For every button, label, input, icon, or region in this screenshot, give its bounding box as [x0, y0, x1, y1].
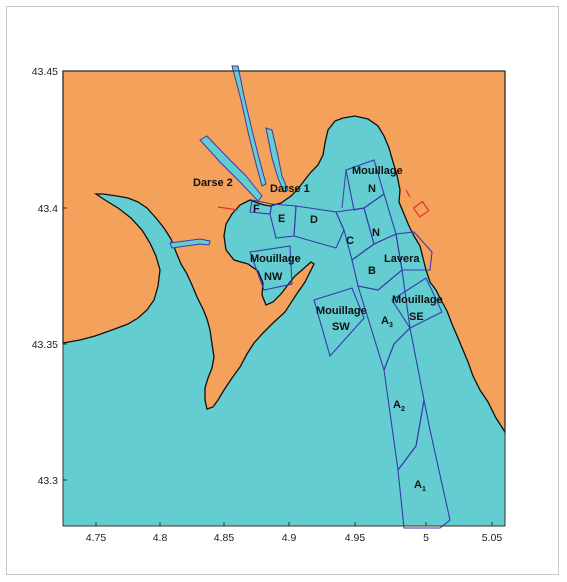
x-tick-label: 5: [423, 532, 429, 544]
label-a1-subscript: 1: [422, 486, 426, 493]
zone-divider: [341, 169, 347, 209]
zone-lavera: [395, 231, 433, 271]
x-tick-label: 4.8: [153, 532, 168, 544]
x-axis: [95, 522, 493, 526]
label-mouillage-sw: Mouillage: [316, 305, 367, 317]
label-n-lower: N: [372, 227, 380, 239]
label-darse2: Darse 2: [193, 177, 233, 189]
x-tick-label: 4.95: [345, 532, 366, 544]
label-f: F: [253, 203, 260, 215]
label-a3: A: [381, 315, 389, 327]
harbor-channels: [169, 65, 289, 249]
y-tick-label: 43.35: [32, 339, 58, 351]
channel-north-long: [231, 65, 267, 187]
red-marker-darse: [217, 206, 239, 211]
channel-west-arm: [169, 238, 211, 249]
land-mass: [62, 70, 506, 435]
label-darse1: Darse 1: [270, 183, 310, 195]
zone-a1: [397, 399, 451, 529]
label-a3-subscript: 3: [389, 322, 393, 329]
y-tick-label: 43.3: [38, 475, 59, 487]
label-n-upper: N: [368, 183, 376, 195]
label-d: D: [310, 214, 318, 226]
label-se: SE: [409, 311, 424, 323]
x-tick-label: 4.75: [86, 532, 107, 544]
y-tick-labels: 43.45 43.4 43.35 43.3: [32, 66, 58, 487]
zone-labels: Darse 2 Darse 1 F E D C B Mouillage N N …: [193, 165, 443, 493]
label-a1: A: [414, 479, 422, 491]
red-marker-line: [405, 189, 411, 198]
zone-mouillage-se: [391, 277, 443, 329]
navigation-zones: [249, 159, 451, 529]
label-b: B: [368, 265, 376, 277]
label-a2-subscript: 2: [401, 406, 405, 413]
label-a2: A: [393, 399, 401, 411]
y-tick-label: 43.4: [38, 203, 59, 215]
x-tick-labels: 4.75 4.8 4.85 4.9 4.95 5 5.05: [86, 532, 503, 544]
y-axis: [63, 70, 67, 481]
zone-mouillage-sw: [313, 287, 365, 358]
x-tick-label: 4.9: [282, 532, 297, 544]
label-mouillage-nw: Mouillage: [250, 253, 301, 265]
channel-darse2: [199, 135, 263, 202]
zone-d: [293, 205, 345, 249]
label-c: C: [346, 235, 354, 247]
y-tick-label: 43.45: [32, 66, 58, 78]
label-lavera: Lavera: [384, 253, 420, 265]
label-mouillage-n: Mouillage: [352, 165, 403, 177]
label-sw: SW: [332, 321, 350, 333]
red-marker-square: [412, 200, 430, 218]
channel-darse1: [265, 127, 289, 193]
zone-mouillage-nw: [249, 245, 293, 291]
x-tick-label: 4.85: [214, 532, 235, 544]
label-mouillage-se: Mouillage: [392, 294, 443, 306]
label-nw: NW: [264, 271, 283, 283]
label-e: E: [278, 213, 285, 225]
x-tick-label: 5.05: [482, 532, 503, 544]
plot-frame: [62, 70, 506, 527]
zone-e: [269, 203, 297, 239]
